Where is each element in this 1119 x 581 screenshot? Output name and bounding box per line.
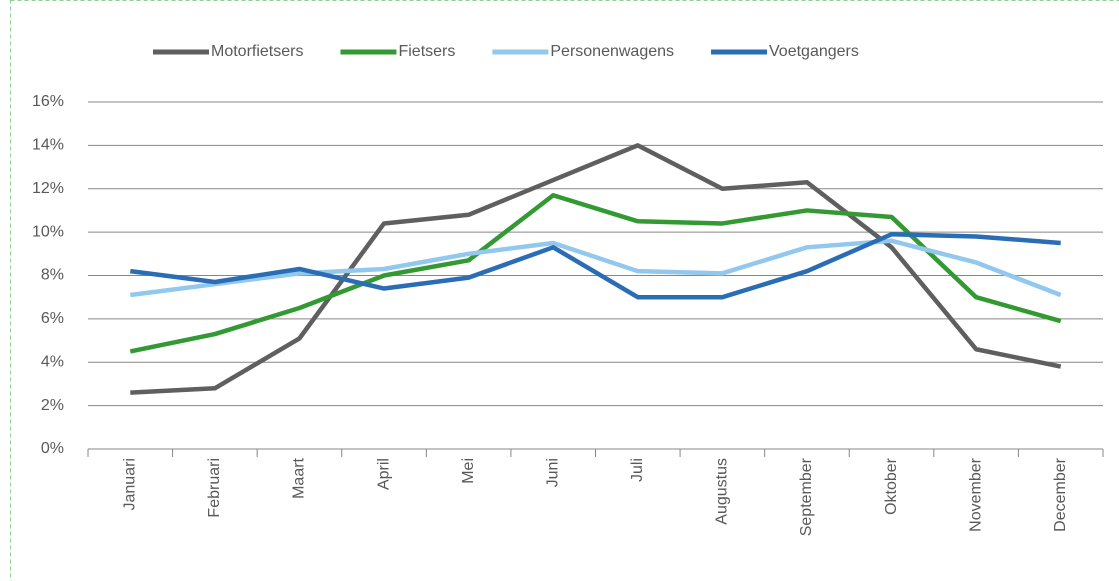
x-tick-label: September: [798, 457, 815, 536]
x-tick-label: December: [1052, 457, 1069, 531]
x-tick-label: April: [375, 458, 392, 490]
y-tick-label: 10%: [32, 223, 64, 240]
x-tick-label: Oktober: [883, 457, 900, 515]
x-tick-label: November: [967, 457, 984, 531]
legend-label: Personenwagens: [550, 43, 674, 60]
series-line: [130, 143, 1062, 395]
y-tick-label: 2%: [41, 397, 64, 414]
x-tick-label: Januari: [122, 458, 139, 510]
y-tick-label: 12%: [32, 180, 64, 197]
legend-label: Fietsers: [398, 43, 455, 60]
chart-border: [10, 0, 1119, 581]
y-tick-label: 0%: [41, 440, 64, 457]
y-tick-label: 8%: [41, 267, 64, 284]
y-tick-label: 6%: [41, 310, 64, 327]
x-tick-label: Mei: [460, 458, 477, 484]
x-tick-label: Juni: [544, 458, 561, 487]
y-tick-label: 16%: [32, 93, 64, 110]
x-tick-label: Maart: [291, 457, 308, 498]
y-tick-label: 4%: [41, 353, 64, 370]
x-tick-label: Juli: [629, 458, 646, 482]
legend-label: Motorfietsers: [211, 43, 303, 60]
series-line: [130, 232, 1061, 300]
series-line: [129, 193, 1062, 354]
x-tick-label: Februari: [206, 458, 223, 518]
series-line: [130, 238, 1062, 298]
legend-label: Voetgangers: [769, 43, 859, 60]
x-tick-label: Augustus: [714, 458, 731, 525]
y-tick-label: 14%: [32, 137, 64, 154]
